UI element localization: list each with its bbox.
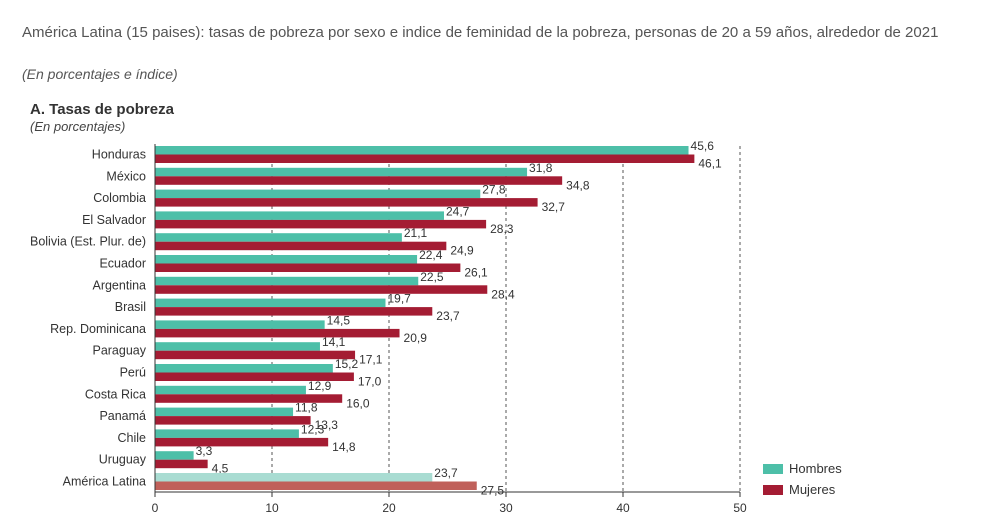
data-label-hombres: 23,7 <box>434 466 458 480</box>
category-label: Colombia <box>93 191 146 205</box>
data-label-mujeres: 17,0 <box>358 375 382 389</box>
data-label-mujeres: 20,9 <box>404 331 428 345</box>
x-tick-label: 50 <box>733 501 747 515</box>
data-label-hombres: 45,6 <box>691 139 715 153</box>
data-label-hombres: 12,9 <box>308 379 332 393</box>
bar-mujeres <box>155 154 695 163</box>
category-label: Ecuador <box>99 257 146 271</box>
data-label-hombres: 14,5 <box>327 313 351 327</box>
data-label-hombres: 12,3 <box>301 422 325 436</box>
x-tick-label: 0 <box>152 501 159 515</box>
bar-mujeres <box>155 241 447 251</box>
legend-label-hombres: Hombres <box>789 461 842 476</box>
bar-mujeres <box>155 307 433 316</box>
legend-label-mujeres: Mujeres <box>789 482 836 497</box>
bar-mujeres <box>155 328 400 338</box>
category-label: México <box>106 169 146 183</box>
legend-swatch-mujeres <box>763 484 783 495</box>
data-label-mujeres: 28,4 <box>491 287 515 301</box>
panel-title: A. Tasas de pobreza <box>30 101 174 118</box>
data-label-hombres: 22,4 <box>419 248 443 262</box>
category-label: Panamá <box>99 409 146 423</box>
data-label-mujeres: 26,1 <box>464 266 488 280</box>
bar-mujeres <box>155 394 343 403</box>
data-label-mujeres: 13,3 <box>315 418 339 432</box>
bar-hombres <box>155 342 320 351</box>
category-label: Honduras <box>92 148 146 162</box>
bar-mujeres <box>155 198 538 207</box>
data-label-hombres: 21,1 <box>404 226 428 240</box>
panel-subtitle: (En porcentajes) <box>30 119 126 134</box>
bar-hombres <box>155 146 689 155</box>
bar-hombres <box>155 298 386 308</box>
category-label: Perú <box>120 366 146 380</box>
data-label-hombres: 19,7 <box>387 292 411 306</box>
data-label-hombres: 3,3 <box>196 444 213 458</box>
x-tick-label: 30 <box>499 501 513 515</box>
data-label-mujeres: 16,0 <box>346 396 370 410</box>
bar-hombres <box>155 385 306 395</box>
figure-title: América Latina (15 paises): tasas de pob… <box>22 24 939 41</box>
data-label-mujeres: 32,7 <box>542 200 566 214</box>
data-label-hombres: 15,2 <box>335 357 359 371</box>
bar-mujeres <box>155 372 354 381</box>
data-label-hombres: 11,8 <box>295 401 318 415</box>
x-tick-label: 40 <box>616 501 630 515</box>
legend: Hombres Mujeres <box>763 458 842 500</box>
data-label-hombres: 14,1 <box>322 335 346 349</box>
bar-mujeres <box>155 263 461 272</box>
data-label-hombres: 31,8 <box>529 161 553 175</box>
legend-item-mujeres: Mujeres <box>763 479 842 500</box>
data-label-mujeres: 17,1 <box>359 353 383 367</box>
category-label: Bolivia (Est. Plur. de) <box>30 235 146 249</box>
data-label-hombres: 24,7 <box>446 204 470 218</box>
category-label: América Latina <box>63 475 146 489</box>
bar-hombres <box>155 364 333 373</box>
category-label: Rep. Dominicana <box>50 322 146 336</box>
bar-mujeres <box>155 481 477 490</box>
bar-mujeres <box>155 350 356 360</box>
bar-hombres <box>155 320 325 329</box>
x-tick-label: 20 <box>382 501 396 515</box>
bar-hombres <box>155 451 194 460</box>
data-label-mujeres: 34,8 <box>566 178 590 192</box>
category-label: Paraguay <box>92 344 146 358</box>
category-label: Brasil <box>115 300 146 314</box>
bar-hombres <box>155 255 418 264</box>
bar-mujeres <box>155 176 563 185</box>
data-label-mujeres: 4,5 <box>212 462 229 476</box>
data-label-mujeres: 24,9 <box>450 244 474 258</box>
data-label-hombres: 27,8 <box>482 183 506 197</box>
data-label-mujeres: 23,7 <box>436 309 460 323</box>
bar-mujeres <box>155 459 208 469</box>
bar-hombres <box>155 407 294 417</box>
category-label: El Salvador <box>82 213 146 227</box>
data-label-mujeres: 28,3 <box>490 222 514 236</box>
bar-mujeres <box>155 219 487 229</box>
bar-hombres <box>155 276 419 286</box>
category-label: Costa Rica <box>85 387 146 401</box>
bar-mujeres <box>155 285 488 294</box>
category-label: Chile <box>118 431 147 445</box>
legend-swatch-hombres <box>763 463 783 474</box>
bar-hombres <box>155 473 433 482</box>
bar-mujeres <box>155 416 311 425</box>
legend-item-hombres: Hombres <box>763 458 842 479</box>
bar-hombres <box>155 429 299 438</box>
bar-hombres <box>155 211 444 220</box>
bar-mujeres <box>155 437 329 447</box>
data-label-mujeres: 27,5 <box>481 484 505 498</box>
figure-subtitle: (En porcentajes e índice) <box>22 66 178 82</box>
data-label-mujeres: 46,1 <box>698 157 722 171</box>
bar-hombres <box>155 167 528 177</box>
data-label-hombres: 22,5 <box>420 270 444 284</box>
x-tick-label: 10 <box>265 501 279 515</box>
bar-hombres <box>155 189 481 199</box>
category-label: Uruguay <box>99 453 147 467</box>
bar-hombres <box>155 233 402 242</box>
category-label: Argentina <box>92 278 146 292</box>
data-label-mujeres: 14,8 <box>332 440 356 454</box>
